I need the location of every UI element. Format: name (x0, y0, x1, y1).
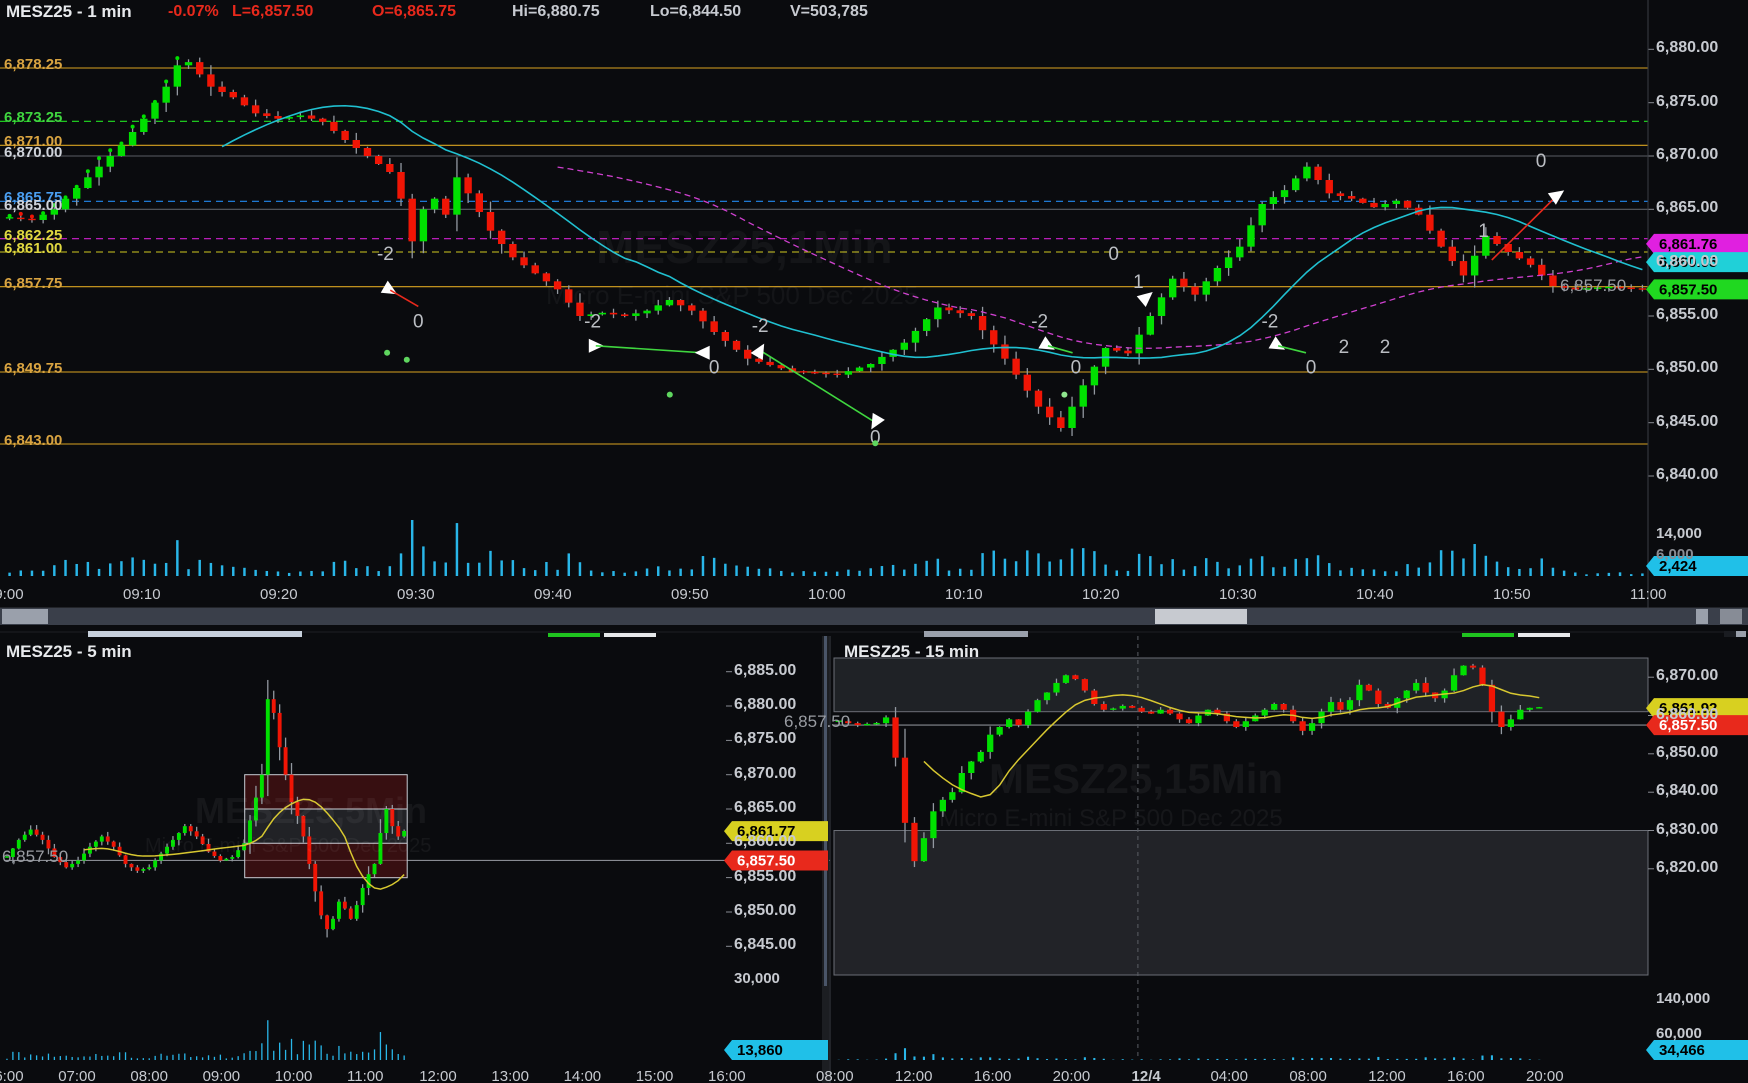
svg-text:-2: -2 (1031, 311, 1048, 332)
svg-text:6,861.76: 6,861.76 (1659, 236, 1717, 253)
svg-text:0: 0 (1108, 244, 1119, 265)
svg-text:-2: -2 (584, 311, 601, 332)
svg-text:0: 0 (709, 358, 720, 379)
svg-text:13,860: 13,860 (737, 1042, 783, 1059)
svg-text:-2: -2 (1261, 311, 1278, 332)
svg-text:34,466: 34,466 (1659, 1042, 1705, 1059)
svg-text:2: 2 (1339, 337, 1350, 358)
svg-text:1: 1 (1133, 272, 1144, 293)
svg-text:0: 0 (413, 311, 424, 332)
svg-text:-2: -2 (377, 244, 394, 265)
svg-text:2: 2 (1380, 337, 1391, 358)
svg-text:0: 0 (1306, 358, 1317, 379)
svg-text:6,857.50: 6,857.50 (1659, 281, 1717, 298)
svg-text:0: 0 (1071, 358, 1082, 379)
svg-text:-2: -2 (752, 316, 769, 337)
svg-text:0: 0 (1536, 151, 1547, 172)
svg-text:1: 1 (1478, 221, 1489, 242)
